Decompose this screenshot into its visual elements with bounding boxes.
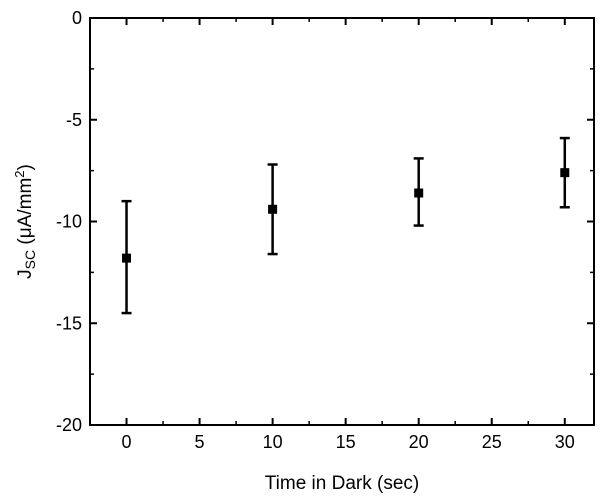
y-axis-label: JSC (μA/mm2) <box>12 164 38 279</box>
error-bars <box>121 136 570 315</box>
data-point <box>414 188 424 198</box>
y-tick-label: -15 <box>56 313 82 333</box>
y-tick-label: 0 <box>72 8 82 28</box>
x-tick-label: 0 <box>122 432 132 452</box>
data-points <box>122 168 570 263</box>
x-tick-label: 30 <box>555 432 575 452</box>
x-tick-label: 20 <box>409 432 429 452</box>
x-tick-label: 10 <box>263 432 283 452</box>
y-tick-label: -10 <box>56 212 82 232</box>
y-axis-label-subscript: SC <box>22 250 38 269</box>
plot-frame <box>89 17 595 426</box>
y-tick-label: -5 <box>66 110 82 130</box>
y-axis-label-main: J <box>15 269 36 279</box>
x-tick-label: 25 <box>482 432 502 452</box>
axis-ticks <box>90 17 594 426</box>
data-point <box>560 168 570 178</box>
data-point <box>122 253 132 263</box>
x-axis-label: Time in Dark (sec) <box>265 473 419 494</box>
y-axis-label-unit-sup: 2 <box>12 170 27 177</box>
y-axis-label-unit-open: (μA/mm <box>15 178 36 250</box>
data-point <box>268 204 278 214</box>
tick-labels: 0 5 10 15 20 25 30 -20 -15 -10 -5 0 <box>56 8 575 452</box>
x-tick-label: 15 <box>336 432 356 452</box>
y-tick-label: -20 <box>56 415 82 435</box>
y-axis-label-unit-close: ) <box>15 164 36 170</box>
x-tick-label: 5 <box>195 432 205 452</box>
